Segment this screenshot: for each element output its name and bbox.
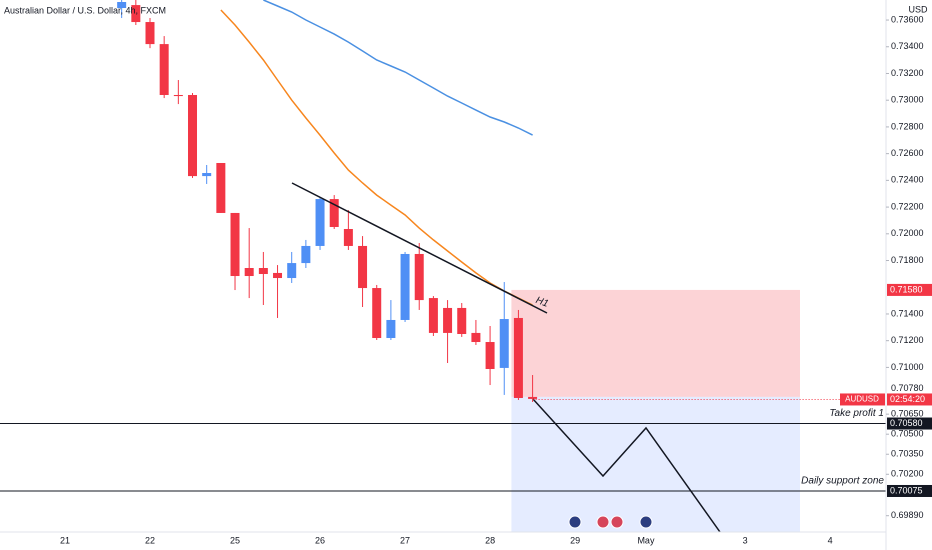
level-text: Take profit 1 (829, 408, 884, 419)
x-tick-label: 22 (145, 535, 155, 545)
candle-body (400, 253, 410, 320)
y-tick-label: 0.71800 (891, 255, 924, 265)
x-tick-label: May (637, 535, 655, 545)
level-label-box (887, 484, 932, 497)
candle-body (329, 199, 339, 227)
x-tick-label: 26 (315, 535, 325, 545)
symbol-label: AUDUSD (845, 395, 879, 404)
event-icon (568, 515, 582, 529)
candle-body (471, 332, 481, 343)
moving-average-line (263, 0, 533, 136)
level-label-box (887, 417, 932, 430)
event-icon (610, 515, 624, 529)
candle-body (343, 228, 353, 246)
candle-body (443, 307, 453, 333)
candle-body (216, 162, 226, 213)
candle-body (117, 2, 127, 9)
candle-body (457, 307, 467, 335)
y-tick-label: 0.73000 (891, 95, 924, 105)
candle-body (202, 173, 212, 177)
candle-body (428, 298, 438, 333)
countdown-box (887, 393, 932, 406)
y-tick-label: 0.73400 (891, 41, 924, 51)
x-tick-label: 4 (828, 535, 833, 545)
x-tick-label: 3 (743, 535, 748, 545)
candle-body (372, 288, 382, 339)
x-tick-label: 21 (60, 535, 70, 545)
y-tick-label: 0.72000 (891, 228, 924, 238)
target-zone (511, 396, 800, 532)
plot-area: H1 (0, 0, 886, 532)
candle-body (287, 263, 297, 279)
y-tick-label: 0.69890 (891, 510, 924, 520)
candle-body (485, 342, 495, 370)
y-tick-label: 0.73200 (891, 68, 924, 78)
y-tick-label: 0.70650 (891, 409, 924, 419)
candle-body (188, 94, 198, 177)
y-tick-label: 0.70500 (891, 429, 924, 439)
candle-body (230, 212, 240, 277)
level-label: 0.70580 (890, 418, 923, 428)
x-tick-label: 28 (485, 535, 495, 545)
y-tick-label: 0.71000 (891, 362, 924, 372)
x-tick-label: 27 (400, 535, 410, 545)
candle-body (273, 272, 283, 279)
y-tick-label: 0.72200 (891, 201, 924, 211)
candle-body (499, 319, 509, 368)
symbol-label-box (840, 393, 885, 406)
event-icon (596, 515, 610, 529)
trendline-label: H1 (534, 295, 550, 310)
entry-label: 0.70780 (891, 383, 924, 393)
countdown-label: 02:54:20 (890, 394, 925, 404)
x-tick-label: 25 (230, 535, 240, 545)
y-tick-label: 0.70200 (891, 469, 924, 479)
y-tick-label: 0.73600 (891, 14, 924, 24)
trendline (291, 182, 548, 314)
stop-zone (511, 289, 800, 397)
y-tick-label: 0.72600 (891, 148, 924, 158)
event-icon (639, 515, 653, 529)
level-label: 0.70075 (890, 485, 923, 495)
moving-average-line (220, 9, 533, 306)
level-text: Daily support zone (801, 476, 884, 487)
candle-body (131, 5, 141, 23)
currency-label: USD (908, 4, 928, 14)
y-tick-label: 0.71400 (891, 308, 924, 318)
stop-label: 0.71580 (890, 284, 923, 294)
candle-body (173, 94, 183, 97)
candle-body (244, 268, 254, 277)
candle-body (513, 317, 523, 398)
candle-body (159, 44, 169, 95)
y-tick-label: 0.71200 (891, 335, 924, 345)
x-tick-label: 29 (570, 535, 580, 545)
candle-body (258, 268, 268, 275)
y-tick-label: 0.72800 (891, 121, 924, 131)
candle-body (414, 253, 424, 301)
candle-body (386, 319, 396, 339)
projection-path (532, 398, 721, 532)
stop-label-box (887, 283, 932, 296)
candle-body (528, 396, 538, 399)
candle-body (358, 245, 368, 289)
y-tick-label: 0.72400 (891, 175, 924, 185)
candle-body (145, 22, 155, 45)
y-tick-label: 0.70350 (891, 449, 924, 459)
candle-body (301, 245, 311, 264)
chart-title: Australian Dollar / U.S. Dollar, 4h, FXC… (4, 5, 166, 15)
candle-body (315, 199, 325, 246)
